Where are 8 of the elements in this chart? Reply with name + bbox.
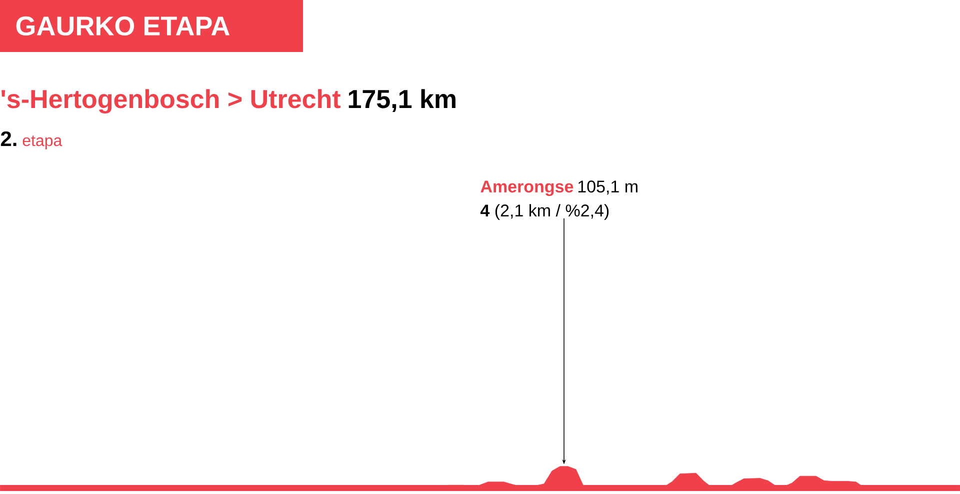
text: Amerongse [480,180,574,196]
text: etapa [22,136,62,150]
text: 105,1 m [578,180,638,195]
text: 175,1 km [348,89,456,112]
chart-subtitle: 's-Hertogenbosch > Utrecht [2,89,340,114]
text: 2. [0,131,16,146]
chart-title: GAURKO ETAPA [16,16,230,36]
text: 4 (2,1 km / %2,4) [480,204,609,220]
